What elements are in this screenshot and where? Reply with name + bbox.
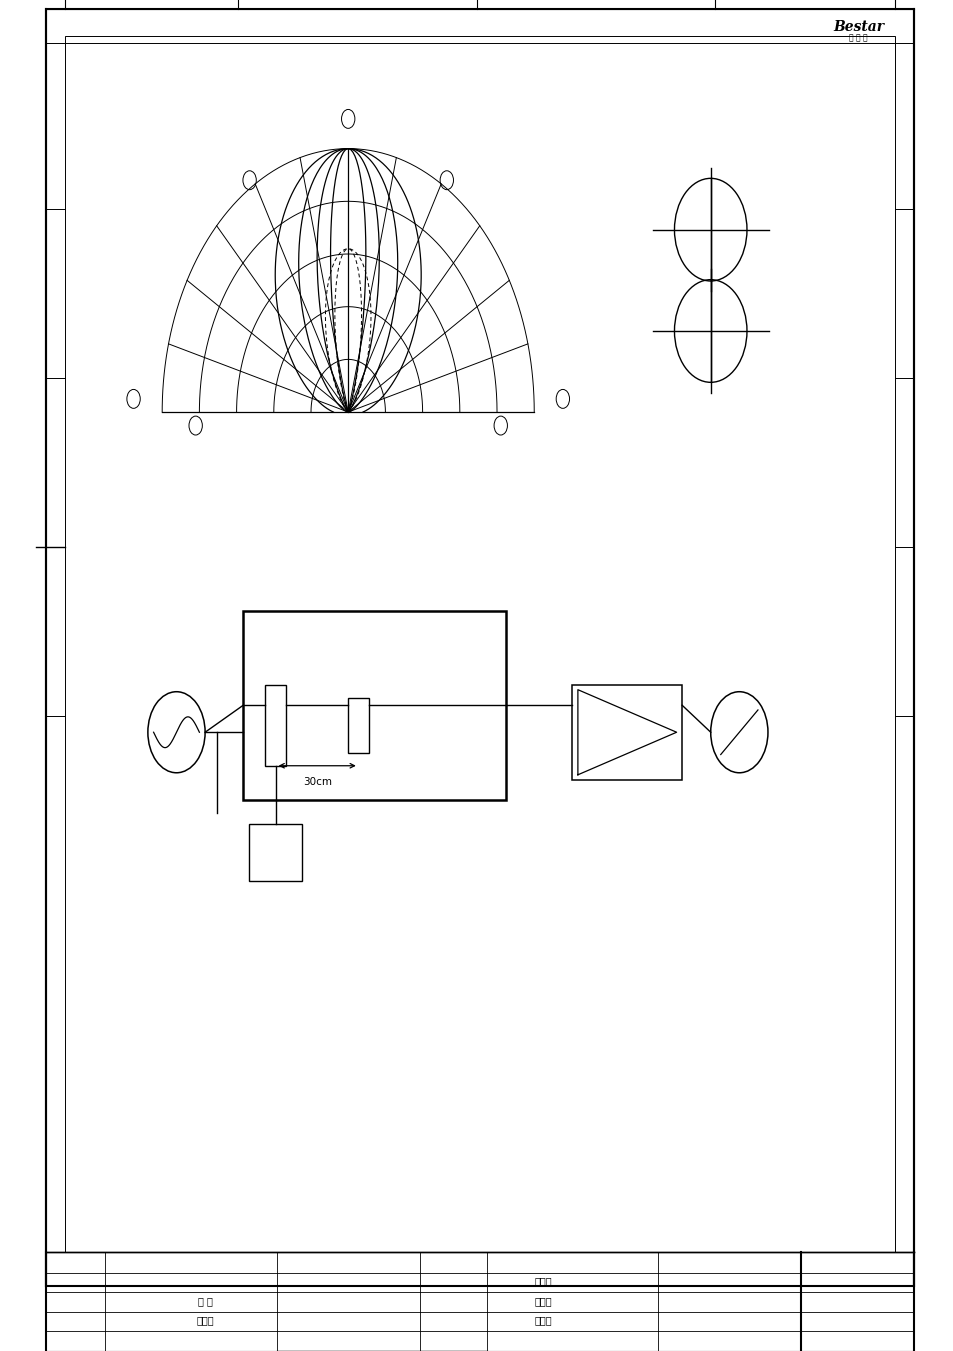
Text: 邻馃軒: 邻馃軒 [535,1296,552,1306]
Text: 假雪晴: 假雪晴 [196,1316,213,1325]
Text: 李红元: 李红元 [535,1277,552,1286]
Text: 假雪晴: 假雪晴 [535,1316,552,1325]
Bar [65,36,894,1252]
Text: 博 士 港: 博 士 港 [848,34,867,42]
Text: 30cm: 30cm [302,777,332,786]
Text: 耀 亚: 耀 亚 [197,1296,213,1306]
Text: Bestar: Bestar [832,20,883,34]
Bar [348,698,369,753]
Bar [265,685,286,766]
Bar [243,611,505,800]
Bar [572,685,681,780]
Bar [250,824,301,881]
